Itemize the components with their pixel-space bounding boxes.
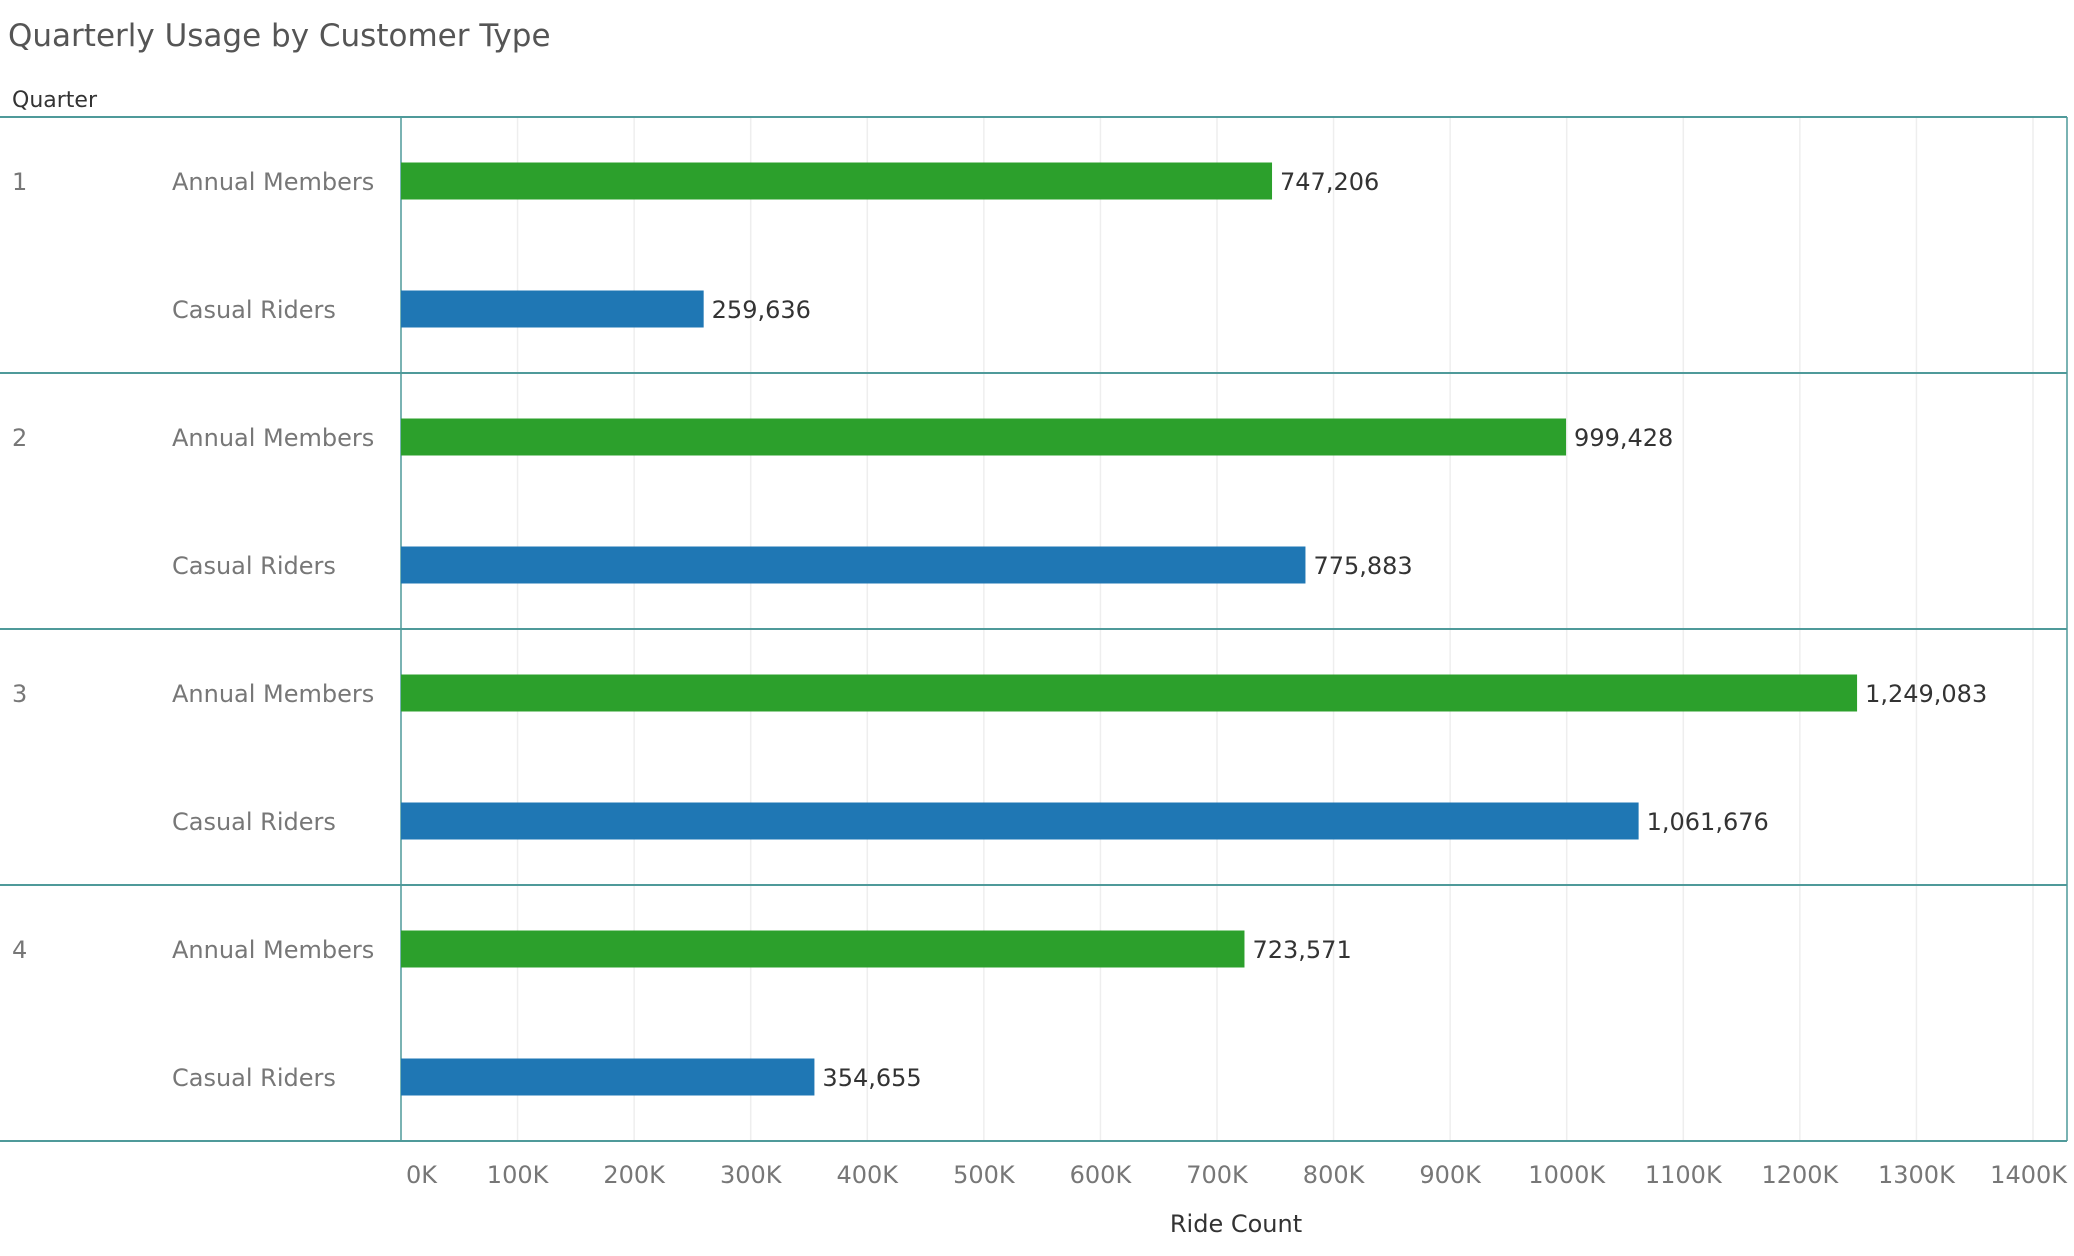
category-label: Annual Members xyxy=(172,680,374,708)
quarter-label: 3 xyxy=(12,680,27,708)
data-label: 747,206 xyxy=(1280,168,1379,196)
bar-rows: 1 Annual Members 747,206 Casual Riders 259,6… xyxy=(12,162,1987,1096)
x-tick-label: 600K xyxy=(1070,1161,1133,1189)
data-label: 723,571 xyxy=(1252,936,1351,964)
chart-title: Quarterly Usage by Customer Type xyxy=(8,18,551,54)
x-tick-label: 1300K xyxy=(1878,1161,1956,1189)
bar xyxy=(401,290,704,328)
quarter-label: 1 xyxy=(12,168,27,196)
x-axis-ticks: 0K 100K 200K 300K 400K 500K 600K 700K 800K 900K 10… xyxy=(406,1161,2068,1189)
bar xyxy=(401,802,1639,840)
data-label: 1,249,083 xyxy=(1865,680,1987,708)
x-tick-label: 1000K xyxy=(1528,1161,1606,1189)
x-tick-label: 0K xyxy=(406,1161,438,1189)
data-label: 1,061,676 xyxy=(1647,808,1769,836)
x-tick-label: 1200K xyxy=(1761,1161,1839,1189)
x-tick-label: 400K xyxy=(837,1161,900,1189)
x-tick-label: 1100K xyxy=(1645,1161,1723,1189)
category-label: Annual Members xyxy=(172,936,374,964)
category-label: Casual Riders xyxy=(172,1064,336,1092)
bar xyxy=(401,930,1245,968)
data-label: 354,655 xyxy=(822,1064,921,1092)
category-label: Casual Riders xyxy=(172,808,336,836)
row-header-quarter: Quarter xyxy=(12,88,98,113)
x-tick-label: 500K xyxy=(953,1161,1016,1189)
x-tick-label: 200K xyxy=(603,1161,666,1189)
pane-frame xyxy=(0,116,2068,1142)
bar xyxy=(401,674,1858,712)
category-label: Annual Members xyxy=(172,168,374,196)
bar xyxy=(401,162,1273,200)
data-label: 775,883 xyxy=(1313,552,1412,580)
x-tick-label: 700K xyxy=(1186,1161,1249,1189)
category-label: Casual Riders xyxy=(172,296,336,324)
bar xyxy=(401,418,1567,456)
bar xyxy=(401,546,1306,584)
x-tick-label: 800K xyxy=(1303,1161,1366,1189)
x-tick-label: 1400K xyxy=(1990,1161,2068,1189)
x-tick-label: 300K xyxy=(720,1161,783,1189)
category-label: Annual Members xyxy=(172,424,374,452)
category-label: Casual Riders xyxy=(172,552,336,580)
x-tick-label: 100K xyxy=(487,1161,550,1189)
data-label: 999,428 xyxy=(1574,424,1673,452)
x-tick-label: 900K xyxy=(1419,1161,1482,1189)
data-label: 259,636 xyxy=(712,296,811,324)
x-axis-title: Ride Count xyxy=(1170,1210,1302,1238)
quarter-label: 2 xyxy=(12,424,27,452)
quarter-label: 4 xyxy=(12,936,27,964)
bar xyxy=(401,1058,815,1096)
